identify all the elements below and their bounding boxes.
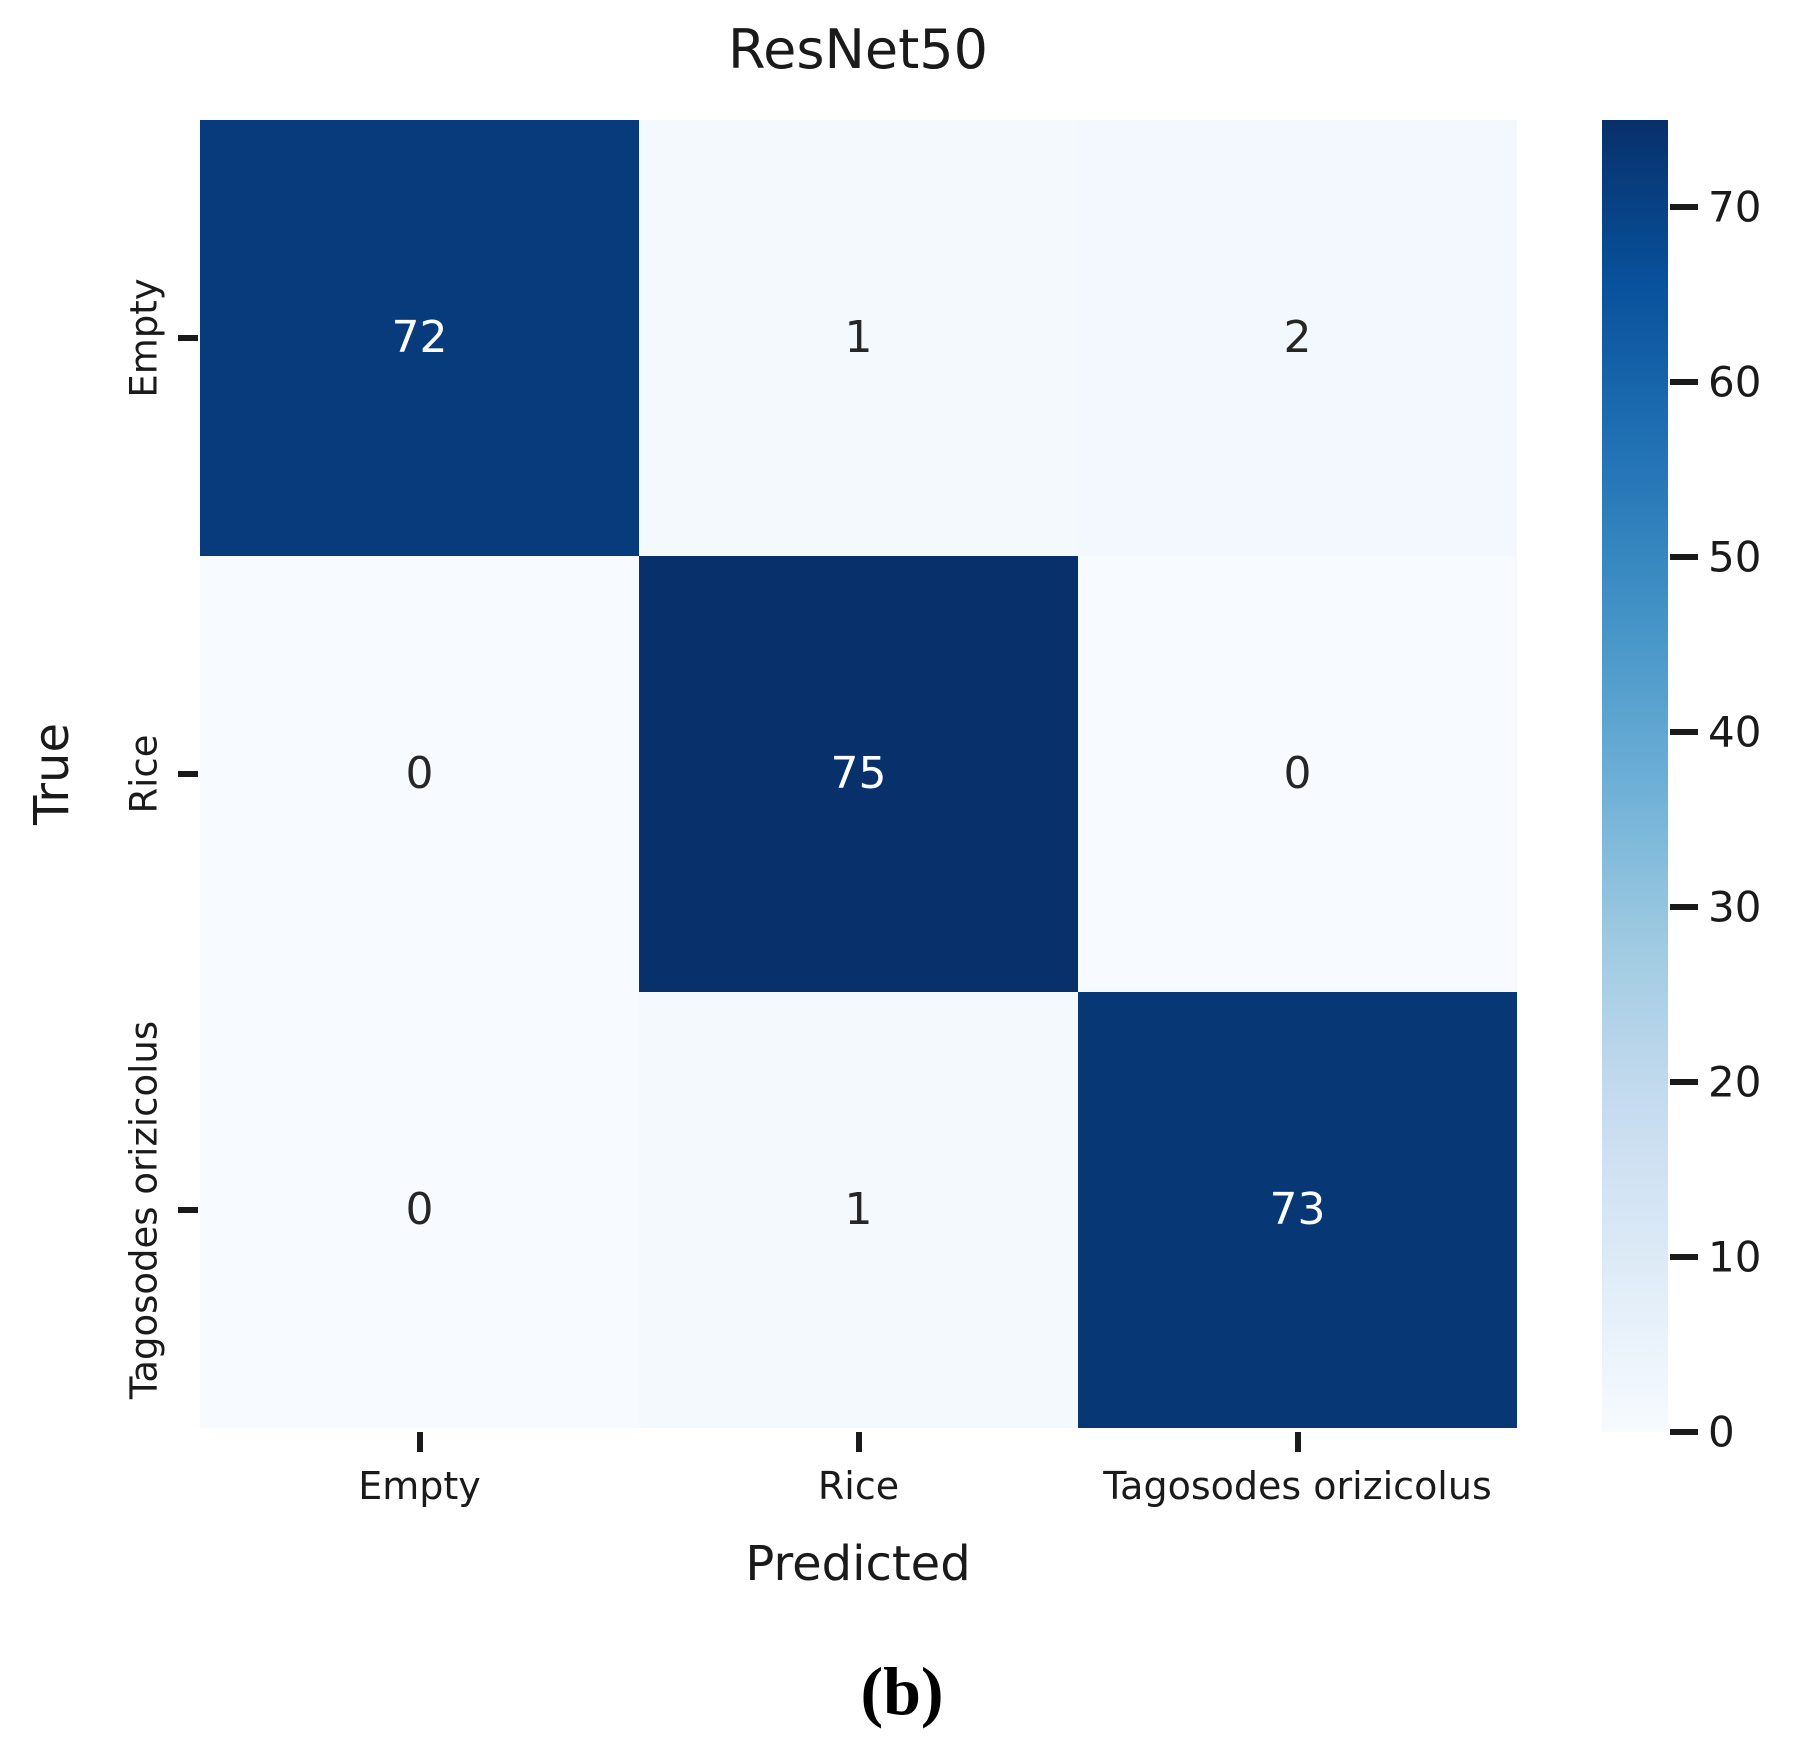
- colorbar-tick-label: 0: [1708, 1407, 1735, 1457]
- x-axis-label: Predicted: [745, 1536, 971, 1592]
- x-tick-mark: [416, 1432, 423, 1452]
- cell-value: 72: [391, 312, 448, 363]
- colorbar-tick-label: 30: [1708, 882, 1762, 932]
- colorbar-tick-mark: [1670, 729, 1698, 736]
- colorbar-tick-label: 40: [1708, 707, 1762, 757]
- cell-value: 0: [405, 748, 434, 799]
- heatmap-cell: 0: [1078, 556, 1517, 992]
- y-tick-label: Rice: [122, 734, 166, 814]
- x-tick-label: Rice: [817, 1464, 900, 1508]
- heatmap-cell: 73: [1078, 992, 1517, 1428]
- colorbar-tick-label: 20: [1708, 1057, 1762, 1107]
- heatmap-cell: 72: [200, 120, 639, 556]
- heatmap-cell: 75: [639, 556, 1078, 992]
- cell-value: 2: [1283, 312, 1312, 363]
- heatmap-cell: 0: [200, 992, 639, 1428]
- colorbar-tick-mark: [1670, 1079, 1698, 1086]
- colorbar-tick-mark: [1670, 904, 1698, 911]
- x-tick-mark: [1294, 1432, 1301, 1452]
- x-tick-label: Empty: [358, 1464, 481, 1508]
- y-tick-mark: [178, 335, 198, 341]
- y-axis-label: True: [24, 723, 80, 825]
- heatmap-cell: 2: [1078, 120, 1517, 556]
- cell-value: 1: [844, 312, 873, 363]
- x-tick-label: Tagosodes orizicolus: [1103, 1464, 1492, 1508]
- colorbar-tick-mark: [1670, 1429, 1698, 1435]
- cell-value: 75: [830, 748, 887, 799]
- cell-value: 73: [1269, 1184, 1326, 1235]
- colorbar-gradient: [1602, 120, 1668, 1432]
- y-tick-mark: [178, 771, 198, 777]
- colorbar-tick-mark: [1670, 379, 1698, 386]
- cell-value: 1: [844, 1184, 873, 1235]
- heatmap-cell: 1: [639, 120, 1078, 556]
- colorbar-tick-label: 50: [1708, 532, 1762, 582]
- heatmap-cell: 0: [200, 556, 639, 992]
- y-tick-label: Empty: [122, 278, 166, 398]
- cell-value: 0: [1283, 748, 1312, 799]
- heatmap-cell: 1: [639, 992, 1078, 1428]
- colorbar-tick-mark: [1670, 1254, 1698, 1261]
- colorbar-tick-label: 10: [1708, 1232, 1762, 1282]
- colorbar-tick-label: 60: [1708, 357, 1762, 407]
- x-tick-mark: [855, 1432, 862, 1452]
- cell-value: 0: [405, 1184, 434, 1235]
- chart-title: ResNet50: [728, 18, 988, 81]
- y-tick-mark: [178, 1207, 198, 1213]
- figure-caption: (b): [860, 1653, 944, 1729]
- colorbar-tick-mark: [1670, 204, 1698, 211]
- colorbar-tick-mark: [1670, 554, 1698, 561]
- colorbar-tick-label: 70: [1708, 182, 1762, 232]
- y-tick-label: Tagosodes orizicolus: [122, 1020, 166, 1400]
